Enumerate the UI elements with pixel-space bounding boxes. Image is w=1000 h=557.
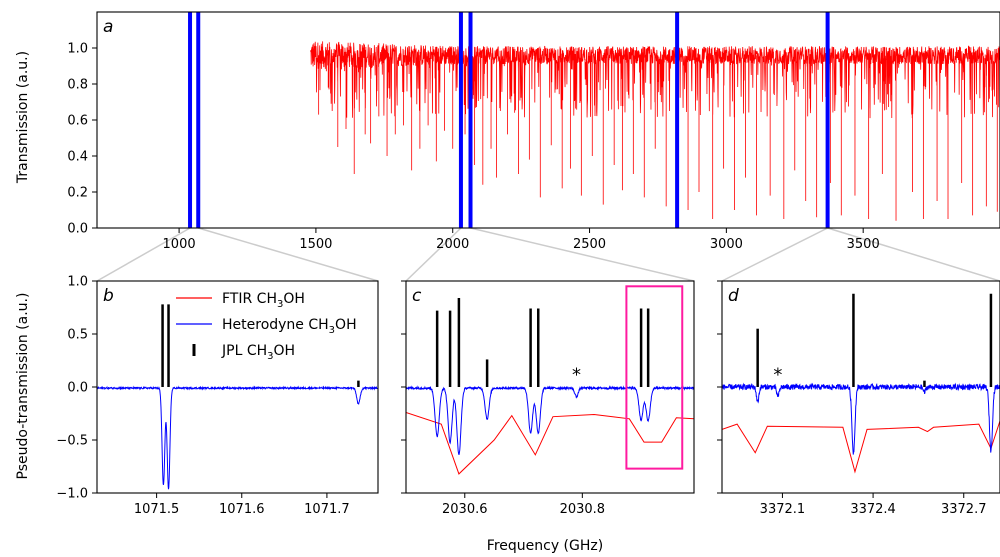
legend-entry-label: FTIR CH3OH bbox=[222, 291, 305, 310]
panel-a-x-tick-label: 1500 bbox=[299, 237, 332, 252]
panel-b-heterodyne-line bbox=[97, 385, 378, 490]
panel-a-letter: a bbox=[103, 17, 113, 37]
zoom-connector-line bbox=[96, 227, 191, 282]
panel-b-y-axis-label: Pseudo-transmission (a.u.) bbox=[15, 293, 31, 480]
panel-c-asterisk: * bbox=[572, 364, 581, 385]
panel-a-x-tick-label: 3500 bbox=[847, 237, 880, 252]
panel-a-y-tick-label: 1.0 bbox=[67, 42, 88, 57]
zoom-connector-line bbox=[827, 227, 1000, 282]
legend: FTIR CH3OH Heterodyne CH3OH JPL CH3OH bbox=[176, 291, 357, 362]
panel-a-plot-area bbox=[188, 12, 1000, 228]
panel-b-plot-area bbox=[97, 304, 378, 490]
panel-d-letter: d bbox=[728, 286, 739, 306]
panel-c-x-tick-label: 2030.6 bbox=[442, 502, 488, 517]
panel-c-ftir-line bbox=[406, 411, 694, 475]
panel-a-x-tick-label: 3000 bbox=[710, 237, 743, 252]
panel-d-ftir-line bbox=[722, 420, 1000, 474]
legend-entry-label: Heterodyne CH3OH bbox=[222, 317, 357, 336]
panel-b-frame bbox=[96, 280, 379, 494]
panel-c-highlight-box bbox=[625, 285, 684, 470]
panel-b-x-tick-label: 1071.6 bbox=[219, 502, 265, 517]
zoom-connector-line bbox=[470, 227, 695, 282]
panel-c-heterodyne-line bbox=[406, 385, 694, 455]
panel-b-y-tick-label: 0.5 bbox=[67, 328, 88, 343]
panel-d-plot-area: * bbox=[722, 293, 1000, 474]
panel-a-y-tick-label: 0.0 bbox=[67, 222, 88, 237]
panel-a-y-tick-label: 0.8 bbox=[67, 78, 88, 93]
panel-d-frame bbox=[721, 280, 1000, 494]
panel-b-y-tick-label: −0.5 bbox=[56, 434, 88, 449]
zoom-connector-line bbox=[405, 227, 462, 282]
panel-a-y-tick-label: 0.6 bbox=[67, 114, 88, 129]
x-axis-label: Frequency (GHz) bbox=[487, 538, 603, 554]
zoom-connector-line bbox=[198, 227, 379, 282]
panel-a-x-tick-label: 1000 bbox=[163, 237, 196, 252]
panel-b: 1071.5 1071.6 1071.7 −1.0 −0.5 0.0 0.5 1.0 b bbox=[56, 275, 379, 517]
panel-a-y-tick-label: 0.2 bbox=[67, 186, 88, 201]
panel-b-y-tick-label: 0.0 bbox=[67, 381, 88, 396]
panel-a-ftir-spectrum bbox=[310, 41, 1000, 221]
panel-c: * 2030.6 2030.8 c bbox=[401, 280, 695, 517]
panel-d-x-tick-label: 3372.1 bbox=[760, 502, 806, 517]
panel-d: * 3372.1 3372.4 3372.7 d bbox=[717, 280, 1000, 517]
panel-b-x-tick-label: 1071.5 bbox=[134, 502, 180, 517]
panel-a-x-tick-label: 2000 bbox=[436, 237, 469, 252]
panel-c-frame bbox=[405, 280, 695, 494]
panel-c-plot-area: * bbox=[406, 285, 694, 475]
panel-a-x-tick-label: 2500 bbox=[573, 237, 606, 252]
panel-a-frame bbox=[96, 11, 1000, 229]
panel-a-y-tick-label: 0.4 bbox=[67, 150, 88, 165]
panel-a: 1000 1500 2000 2500 3000 3500 0.0 0.2 0.4 0.6 0.8 1… bbox=[67, 11, 1000, 252]
panel-b-letter: b bbox=[103, 286, 114, 306]
panel-b-y-tick-label: −1.0 bbox=[56, 487, 88, 502]
zoom-connector-line bbox=[721, 227, 828, 282]
panel-d-x-tick-label: 3372.4 bbox=[850, 502, 896, 517]
panel-d-heterodyne-line bbox=[722, 382, 1000, 455]
panel-b-y-tick-label: 1.0 bbox=[67, 275, 88, 290]
panel-b-x-tick-label: 1071.7 bbox=[304, 502, 350, 517]
panel-c-x-tick-label: 2030.8 bbox=[560, 502, 606, 517]
panel-a-y-axis-label: Transmission (a.u.) bbox=[15, 51, 31, 184]
panel-d-x-tick-label: 3372.7 bbox=[941, 502, 987, 517]
panel-c-letter: c bbox=[412, 286, 422, 306]
panel-d-asterisk: * bbox=[773, 364, 782, 385]
zoom-connectors bbox=[96, 227, 1000, 282]
legend-entry-label: JPL CH3OH bbox=[221, 343, 295, 362]
